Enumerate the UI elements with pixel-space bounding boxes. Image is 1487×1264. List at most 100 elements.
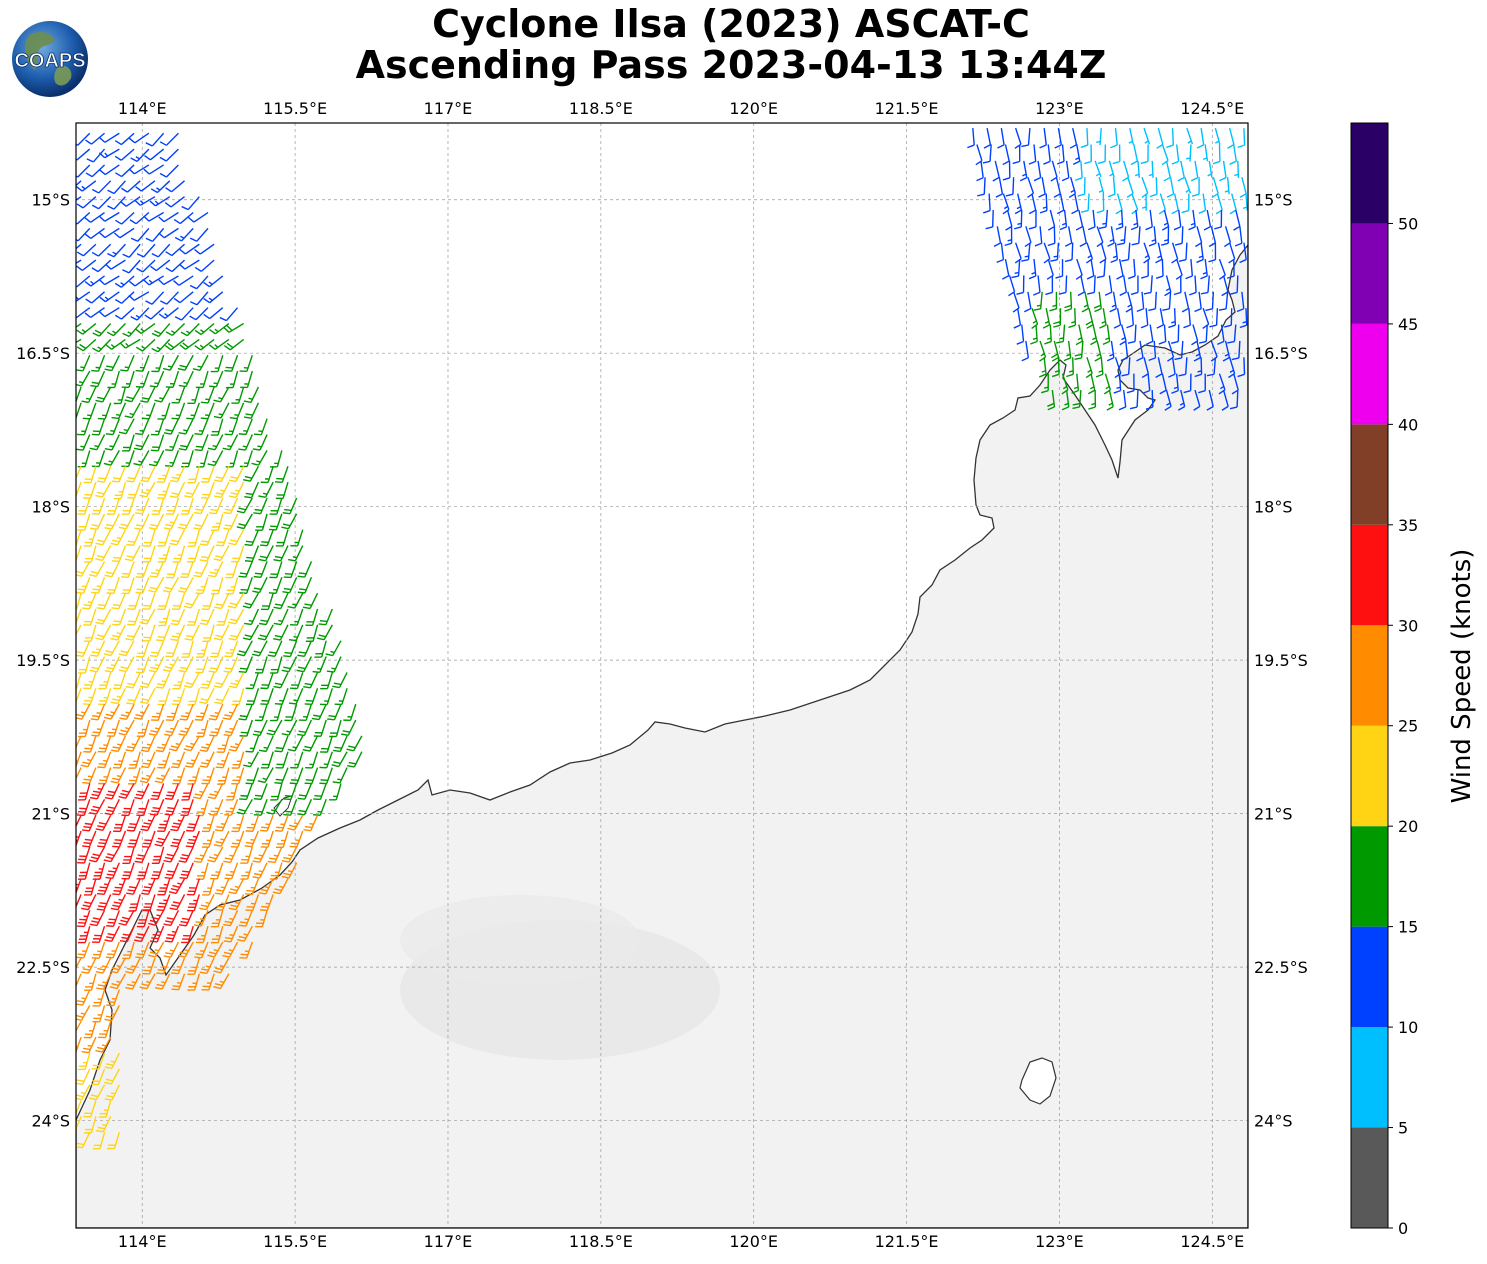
wind-barb — [105, 862, 120, 880]
wind-barb — [76, 1020, 82, 1033]
wind-barb — [155, 735, 171, 753]
wind-barb — [225, 783, 239, 801]
wind-barb — [104, 561, 120, 578]
wind-barb — [178, 656, 194, 673]
wind-barb — [1148, 291, 1157, 312]
wind-barb — [1074, 340, 1084, 361]
wind-barb — [1155, 242, 1163, 264]
wind-barb — [122, 941, 135, 960]
wind-barb — [76, 1084, 91, 1101]
wind-barb — [104, 354, 120, 372]
wind-barb — [1113, 308, 1122, 329]
wind-barb — [194, 418, 209, 436]
wind-barb — [1164, 275, 1172, 297]
wind-barb — [177, 354, 194, 371]
wind-barb — [275, 529, 289, 547]
wind-barb — [245, 735, 260, 753]
wind-barb — [126, 465, 141, 483]
wind-barb — [103, 703, 120, 720]
wind-barb — [163, 846, 180, 863]
wind-barb — [91, 925, 106, 944]
wind-barb — [1205, 291, 1215, 312]
wind-barb — [1016, 324, 1025, 345]
wind-barb — [158, 608, 171, 627]
wind-barb — [110, 767, 127, 784]
wind-barb — [135, 577, 150, 594]
wind-barb — [178, 910, 194, 927]
wind-barb — [1163, 160, 1171, 182]
wind-barb — [122, 434, 135, 452]
wind-barb — [84, 211, 105, 223]
wind-barb — [172, 545, 186, 563]
wind-barb — [1177, 160, 1185, 182]
wind-barb — [83, 1021, 97, 1039]
wind-barb — [243, 402, 260, 419]
wind-barb — [120, 180, 141, 193]
wind-barb — [1079, 226, 1087, 247]
wind-barb — [238, 561, 253, 578]
wind-barb — [118, 719, 135, 736]
wind-barb — [261, 592, 274, 611]
wind-barb — [150, 434, 165, 452]
wind-barb — [149, 561, 165, 578]
wind-barb — [76, 354, 91, 372]
wind-barb — [164, 196, 185, 208]
wind-barb — [1127, 324, 1137, 344]
wind-barb — [242, 592, 260, 609]
wind-barb — [113, 386, 127, 405]
wind-barb — [128, 291, 150, 301]
wind-barb — [297, 719, 313, 737]
wind-barb — [128, 132, 150, 144]
wind-barb — [194, 434, 209, 452]
wind-barb — [269, 862, 283, 880]
wind-barb — [186, 894, 200, 912]
wind-barb — [91, 1052, 106, 1070]
wind-barb — [60, 419, 75, 434]
wind-barb — [111, 735, 127, 752]
wind-barb — [1023, 291, 1032, 313]
wind-barb — [1239, 308, 1248, 329]
wind-barb — [61, 450, 75, 466]
wind-barb — [76, 703, 91, 720]
wind-barb — [171, 973, 186, 991]
wind-barb — [166, 561, 180, 579]
wind-barb — [245, 814, 260, 832]
wind-barb — [169, 481, 186, 499]
wind-barb — [273, 624, 289, 641]
wind-barb — [110, 624, 127, 641]
wind-barb — [208, 370, 224, 388]
colorbar-tick-label: 10 — [1398, 1018, 1418, 1037]
wind-barb — [194, 338, 215, 351]
wind-barb — [1069, 127, 1078, 149]
wind-barb — [320, 735, 333, 753]
wind-barb — [1066, 357, 1074, 378]
wind-barb — [1148, 160, 1154, 178]
wind-barb — [110, 894, 127, 911]
wind-barb — [104, 513, 120, 530]
wind-barb — [288, 624, 304, 642]
wind-barb — [1166, 128, 1175, 149]
wind-barb — [208, 656, 224, 673]
wind-barb — [149, 925, 165, 943]
wind-barb — [127, 608, 141, 626]
wind-barb — [83, 466, 97, 484]
wind-barb — [209, 322, 230, 335]
wind-barb — [260, 466, 274, 484]
wind-barb — [92, 862, 106, 880]
wind-barb — [1002, 144, 1010, 166]
colorbar-bin — [1351, 524, 1388, 626]
wind-barb — [1047, 226, 1056, 247]
wind-barb — [99, 291, 120, 303]
wind-barb — [219, 307, 239, 322]
wind-barb — [118, 909, 135, 926]
colorbar-bin — [1351, 625, 1388, 726]
wind-barb — [260, 529, 274, 547]
wind-barb — [287, 592, 304, 609]
wind-barb — [214, 687, 230, 705]
wind-barb — [1160, 226, 1170, 246]
wind-barb — [282, 497, 298, 515]
wind-barb — [1214, 127, 1221, 145]
colorbar-bin — [1351, 424, 1388, 525]
wind-barb — [236, 640, 253, 657]
wind-barb — [1136, 340, 1144, 362]
